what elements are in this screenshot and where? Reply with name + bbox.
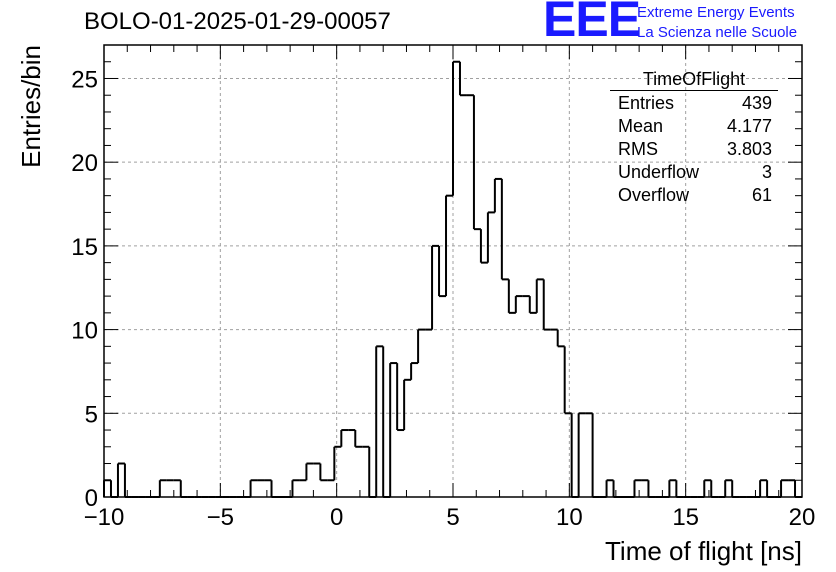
y-tick-label: 20 [71,150,98,177]
stats-label: Underflow [618,162,700,182]
x-tick-label: 15 [672,504,699,531]
y-tick-label: 10 [71,318,98,345]
stats-label: Mean [618,116,664,136]
x-axis-label: Time of flight [ns] [605,536,802,566]
stats-row-mean: Mean 4.177 [610,115,778,138]
x-tick-label: 0 [330,504,343,531]
eee-logo-text: Extreme Energy Events La Scienza nelle S… [637,3,797,43]
x-tick-label: 5 [446,504,459,531]
y-tick-label: 25 [71,66,98,93]
stats-label: RMS [618,139,658,159]
stats-value: 4.177 [726,116,772,136]
stats-value: 3.803 [726,139,772,159]
stats-value: 3 [761,162,772,182]
stats-row-underflow: Underflow 3 [610,161,778,184]
stats-label: Overflow [618,185,690,205]
stats-title: TimeOfFlight [610,68,778,91]
y-tick-label: 0 [85,485,98,512]
x-tick-label: 10 [556,504,583,531]
stats-row-overflow: Overflow 61 [610,184,778,207]
stats-row-rms: RMS 3.803 [610,138,778,161]
y-axis-label: Entries/bin [16,45,46,168]
logo-line-2: La Scienza nelle Scuole [637,24,798,41]
stats-label: Entries [618,93,675,113]
x-tick-label: 20 [789,504,816,531]
run-title: BOLO-01-2025-01-29-00057 [84,8,391,35]
logo-line-1: Extreme Energy Events [637,4,795,21]
y-tick-label: 15 [71,234,98,261]
eee-logo: EEE [543,0,641,47]
y-tick-label: 5 [85,401,98,428]
stats-box: TimeOfFlight Entries 439 Mean 4.177 RMS … [610,68,778,207]
x-tick-label: −5 [207,504,234,531]
stats-row-entries: Entries 439 [610,92,778,115]
x-tick-label: −10 [84,504,125,531]
stats-value: 439 [741,93,772,113]
stats-value: 61 [751,185,772,205]
